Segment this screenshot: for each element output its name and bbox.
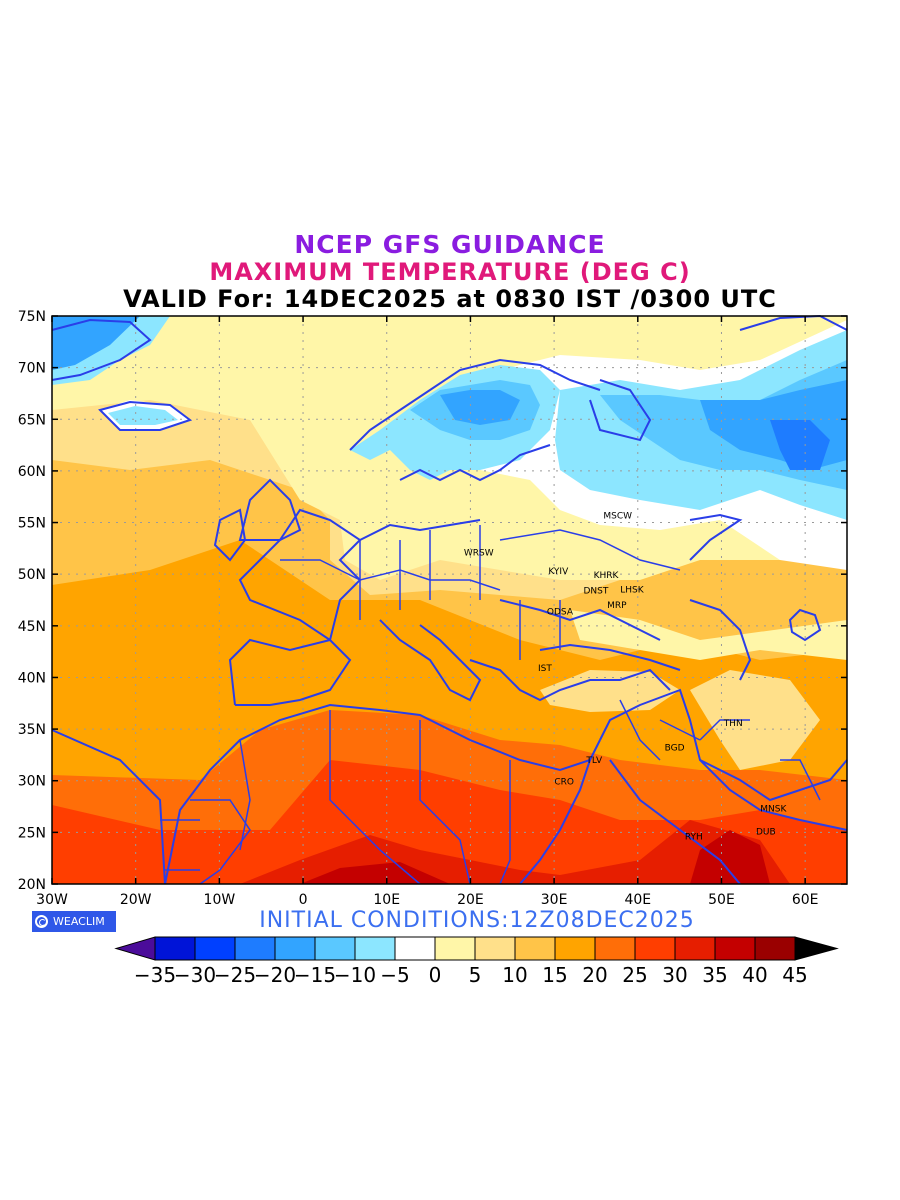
axis-ticks: [51, 315, 847, 885]
country-borders: [160, 525, 821, 885]
city-label: MSCW: [603, 511, 632, 521]
colorbar-label: −25: [214, 963, 256, 987]
colorbar: [114, 936, 839, 961]
lat-label: 25N: [18, 825, 46, 841]
latitude-labels: 75N 70N 65N 60N 55N 50N 45N 40N 35N 30N 25N 20N: [18, 309, 46, 893]
colorbar-box: [274, 936, 316, 961]
colorbar-box: [194, 936, 236, 961]
title-line-2: MAXIMUM TEMPERATURE (DEG C): [209, 258, 691, 286]
colorbar-box: [474, 936, 516, 961]
colorbar-label: −20: [254, 963, 296, 987]
city-label: LHSK: [620, 586, 644, 596]
city-label: MRP: [607, 601, 627, 611]
lat-label: 40N: [18, 670, 46, 686]
temperature-field: [52, 316, 847, 884]
lon-label: 10W: [204, 892, 236, 908]
colorbar-label: −15: [294, 963, 336, 987]
city-label: ODSA: [547, 607, 574, 617]
colorbar-box: [674, 936, 716, 961]
colorbar-box: [234, 936, 276, 961]
lat-label: 45N: [18, 619, 46, 635]
colorbar-box: [154, 936, 196, 961]
colorbar-box: [634, 936, 676, 961]
city-label: BGD: [665, 744, 685, 754]
lat-label: 60N: [18, 464, 46, 480]
lon-label: 50E: [708, 892, 735, 908]
city-label: DUB: [756, 827, 776, 837]
colorbar-label: 25: [622, 963, 647, 987]
colorbar-label: −5: [380, 963, 409, 987]
colorbar-label: 0: [429, 963, 442, 987]
lat-label: 55N: [18, 516, 46, 532]
title-line-3: VALID For: 14DEC2025 at 0830 IST /0300 U…: [123, 285, 777, 313]
lon-label: 0: [299, 892, 308, 908]
city-label: MNSK: [760, 805, 787, 815]
logo-icon: [35, 915, 48, 928]
colorbar-box: [514, 936, 556, 961]
lat-label: 30N: [18, 774, 46, 790]
lon-label: 40E: [624, 892, 651, 908]
colorbar-box: [354, 936, 396, 961]
lon-label: 30E: [541, 892, 568, 908]
lat-label: 50N: [18, 567, 46, 583]
city-label: KYIV: [548, 567, 569, 577]
colorbar-label: 40: [742, 963, 767, 987]
city-label: WRSW: [464, 548, 494, 558]
city-label: KHRK: [594, 571, 620, 581]
initial-conditions: INITIAL CONDITIONS:12Z08DEC2025: [259, 908, 695, 933]
lat-label: 65N: [18, 412, 46, 428]
lon-label: 30W: [36, 892, 68, 908]
lon-label: 60E: [792, 892, 819, 908]
colorbar-label: 5: [469, 963, 482, 987]
lat-label: 75N: [18, 309, 46, 325]
colorbar-label: 20: [582, 963, 607, 987]
colorbar-label: −35: [134, 963, 176, 987]
colorbar-label: 45: [782, 963, 807, 987]
lon-label: 10E: [373, 892, 400, 908]
city-labels: MSCW WRSW KYIV KHRK DNST LHSK MRP ODSA IST THN BGD…: [464, 511, 788, 842]
city-label: CRO: [554, 778, 574, 788]
map-frame: [51, 315, 848, 885]
colorbar-box: [714, 936, 756, 961]
logo-text: WEACLIM: [53, 915, 105, 928]
colorbar-box: [434, 936, 476, 961]
colorbar-box: [594, 936, 636, 961]
colorbar-box: [394, 936, 436, 961]
colorbar-label: 35: [702, 963, 727, 987]
city-label: DNST: [584, 587, 609, 597]
lon-label: 20E: [457, 892, 484, 908]
city-label: TLV: [585, 756, 603, 766]
colorbar-label: −10: [334, 963, 376, 987]
colorbar-box: [314, 936, 356, 961]
lat-label: 20N: [18, 877, 46, 893]
colorbar-box: [554, 936, 596, 961]
city-label: RYH: [685, 832, 703, 842]
colorbar-box: [754, 936, 796, 961]
colorbar-labels: −35−30−25−20−15−10 −5 0 5 10 15 20 25 30 35 40 45: [134, 963, 808, 987]
colorbar-label: 15: [542, 963, 567, 987]
longitude-labels: 30W 20W 10W 0 10E 20E 30E 40E 50E 60E: [36, 892, 818, 908]
city-label: IST: [538, 664, 552, 674]
weaclim-logo: WEACLIM: [32, 911, 116, 932]
lon-label: 20W: [120, 892, 152, 908]
colorbar-arrow-low: [114, 936, 156, 961]
city-label: THN: [723, 719, 743, 729]
colorbar-label: 10: [502, 963, 527, 987]
title-line-1: NCEP GFS GUIDANCE: [294, 230, 606, 259]
colorbar-label: 30: [662, 963, 687, 987]
lat-label: 35N: [18, 722, 46, 738]
lat-label: 70N: [18, 361, 46, 377]
colorbar-label: −30: [174, 963, 216, 987]
colorbar-arrow-high: [794, 936, 839, 961]
coastlines: [51, 314, 848, 885]
